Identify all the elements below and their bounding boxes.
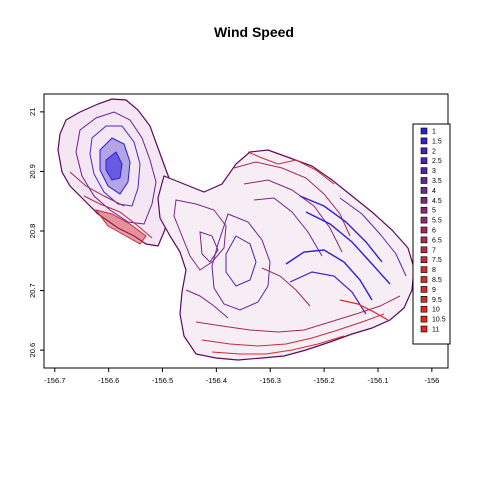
legend-label: 8	[432, 267, 436, 274]
legend-swatch	[421, 296, 427, 302]
legend-label: 9.5	[432, 297, 442, 304]
legend-swatch	[421, 148, 427, 154]
legend: 1 1.5 2 2.5 3 3.5 4 4.5 5 5.5 6 6.5 7 7.5 8 8.5 9 9.5 10 10…	[413, 124, 450, 344]
legend-label: 6.5	[432, 237, 442, 244]
y-tick-label: 20.7	[28, 283, 37, 298]
legend-label: 2	[432, 148, 436, 155]
legend-label: 9	[432, 287, 436, 294]
legend-swatch	[421, 168, 427, 174]
legend-swatch	[421, 247, 427, 253]
legend-label: 6	[432, 228, 436, 235]
legend-swatch	[421, 286, 427, 292]
legend-swatch	[421, 128, 427, 134]
x-tick-label: -156.1	[367, 376, 388, 385]
legend-label: 4	[432, 188, 436, 195]
legend-label: 8.5	[432, 277, 442, 284]
legend-label: 7	[432, 247, 436, 254]
x-axis: -156.7 -156.6 -156.5 -156.4 -156.3 -156.2 -156…	[44, 368, 439, 385]
x-tick-label: -156.5	[152, 376, 173, 385]
legend-swatch	[421, 237, 427, 243]
legend-swatch	[421, 138, 427, 144]
x-tick-label: -156	[424, 376, 439, 385]
legend-label: 11	[432, 327, 439, 334]
y-tick-label: 21	[28, 108, 37, 116]
x-tick-label: -156.6	[98, 376, 119, 385]
legend-swatch	[421, 326, 427, 332]
legend-swatch	[421, 158, 427, 164]
legend-swatch	[421, 277, 427, 283]
x-tick-label: -156.3	[260, 376, 281, 385]
x-tick-label: -156.2	[313, 376, 334, 385]
legend-label: 10	[432, 307, 440, 314]
legend-swatch	[421, 227, 427, 233]
x-tick-label: -156.7	[44, 376, 65, 385]
legend-swatch	[421, 217, 427, 223]
legend-label: 5	[432, 208, 436, 215]
legend-label: 3	[432, 168, 436, 175]
y-tick-label: 20.9	[28, 164, 37, 179]
legend-label: 1	[432, 129, 436, 136]
y-axis: 20.6 20.7 20.8 20.9 21	[28, 108, 44, 358]
x-tick-label: -156.4	[206, 376, 227, 385]
legend-label: 1.5	[432, 138, 442, 145]
legend-swatch	[421, 306, 427, 312]
legend-swatch	[421, 187, 427, 193]
legend-label: 2.5	[432, 158, 442, 165]
legend-swatch	[421, 267, 427, 273]
legend-label: 3.5	[432, 178, 442, 185]
y-tick-label: 20.6	[28, 343, 37, 358]
legend-swatch	[421, 197, 427, 203]
legend-swatch	[421, 178, 427, 184]
legend-swatch	[421, 316, 427, 322]
y-tick-label: 20.8	[28, 224, 37, 239]
legend-swatch	[421, 257, 427, 263]
legend-label: 4.5	[432, 198, 442, 205]
legend-label: 10.5	[432, 317, 446, 324]
chart-title: Wind Speed	[214, 24, 294, 40]
legend-label: 5.5	[432, 218, 442, 225]
legend-label: 7.5	[432, 257, 442, 264]
legend-swatch	[421, 207, 427, 213]
